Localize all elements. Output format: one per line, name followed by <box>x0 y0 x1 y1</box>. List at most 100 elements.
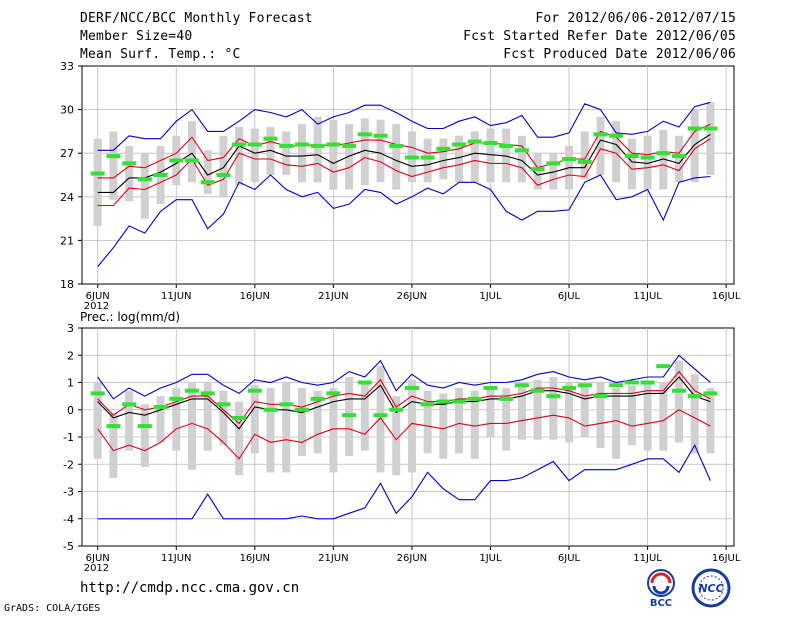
x-year-label: 2012 <box>84 563 109 574</box>
obs-marker <box>389 407 404 412</box>
obs-marker <box>656 151 671 156</box>
series-line-min <box>97 174 711 267</box>
spread-bar <box>392 396 401 476</box>
spread-bar <box>423 390 432 454</box>
obs-marker <box>672 388 687 393</box>
obs-marker <box>122 161 137 166</box>
spread-bar <box>565 382 574 443</box>
obs-marker <box>593 132 608 137</box>
spread-bar <box>392 124 401 190</box>
obs-marker <box>279 402 294 407</box>
spread-bar <box>423 138 432 183</box>
variable-label: Mean Surf. Temp.: °C <box>80 47 241 62</box>
spread-bar <box>235 401 244 476</box>
obs-marker <box>200 180 215 185</box>
x-tick-label: 6JUN <box>86 291 110 302</box>
spread-bar <box>297 124 306 183</box>
spread-bar <box>266 387 275 473</box>
obs-marker <box>436 146 451 151</box>
spread-bar <box>549 377 558 440</box>
obs-marker <box>389 143 404 148</box>
obs-marker <box>546 161 561 166</box>
x-tick-label: 6JUL <box>558 291 581 302</box>
x-tick-label: 6JUL <box>558 553 581 564</box>
obs-marker <box>122 402 137 407</box>
obs-marker <box>562 385 577 390</box>
obs-marker <box>310 143 325 148</box>
y-tick-label: 18 <box>60 278 74 291</box>
obs-marker <box>137 177 152 182</box>
y-tick-label: -2 <box>63 458 74 471</box>
y-tick-label: 1 <box>67 377 74 390</box>
obs-marker <box>499 396 514 401</box>
obs-marker <box>404 385 419 390</box>
y-tick-label: 21 <box>60 234 74 247</box>
obs-marker <box>90 391 105 396</box>
spread-bar <box>407 379 416 473</box>
obs-marker <box>247 142 262 147</box>
spread-bar <box>266 127 275 175</box>
obs-marker <box>153 405 168 410</box>
grads-credit: GrADS: COLA/IGES <box>4 603 101 614</box>
x-tick-label: 11JUL <box>633 553 662 564</box>
obs-marker <box>436 399 451 404</box>
obs-marker <box>357 380 372 385</box>
spread-bar <box>172 387 181 451</box>
spread-bar <box>203 150 212 194</box>
y-tick-label: -5 <box>63 540 74 553</box>
spread-bar <box>502 387 511 451</box>
member-size: Member Size=40 <box>80 29 193 44</box>
x-tick-label: 6JUN <box>86 553 110 564</box>
obs-marker <box>609 383 624 388</box>
spread-bar <box>627 138 636 190</box>
y-tick-label: 2 <box>67 349 74 362</box>
spread-bar <box>706 102 715 175</box>
footer-url[interactable]: http://cmdp.ncc.cma.gov.cn <box>80 580 300 596</box>
x-tick-label: 21JUN <box>318 553 348 564</box>
spread-bar <box>360 382 369 451</box>
obs-marker <box>420 402 435 407</box>
obs-marker <box>640 155 655 160</box>
spread-bar <box>675 135 684 183</box>
spread-bar <box>125 390 134 451</box>
y-tick-label: 27 <box>60 147 74 160</box>
forecast-period: For 2012/06/06-2012/07/15 <box>535 11 736 26</box>
spread-bar <box>439 393 448 459</box>
x-tick-label: 11JUN <box>161 553 191 564</box>
y-tick-label: -3 <box>63 486 74 499</box>
spread-bar <box>140 404 149 467</box>
obs-marker <box>216 402 231 407</box>
y-tick-label: 33 <box>60 60 74 73</box>
spread-bar <box>219 390 228 446</box>
spread-bar <box>580 385 589 437</box>
spread-bar <box>313 116 322 183</box>
obs-marker <box>404 155 419 160</box>
spread-bar <box>250 385 259 454</box>
obs-marker <box>342 143 357 148</box>
obs-marker <box>687 394 702 399</box>
obs-marker <box>342 413 357 418</box>
ncc-logo-text: NCC <box>698 582 723 595</box>
x-tick-label: 16JUL <box>712 553 741 564</box>
x-tick-label: 26JUN <box>397 553 427 564</box>
obs-marker <box>452 142 467 147</box>
spread-bar <box>612 387 621 459</box>
obs-marker <box>294 407 309 412</box>
series-line-mean <box>97 133 711 193</box>
series-line-p_lower <box>97 138 711 207</box>
obs-marker <box>294 142 309 147</box>
y-tick-label: -1 <box>63 431 74 444</box>
series-line-max <box>97 354 711 400</box>
spread-bar <box>376 119 385 183</box>
obs-marker <box>656 364 671 369</box>
obs-marker <box>326 391 341 396</box>
spread-bar <box>187 121 196 183</box>
obs-marker <box>624 380 639 385</box>
obs-marker <box>232 142 247 147</box>
obs-marker <box>232 415 247 420</box>
spread-bar <box>455 135 464 183</box>
spread-bar <box>235 127 244 186</box>
obs-marker <box>562 157 577 162</box>
obs-marker <box>624 154 639 159</box>
